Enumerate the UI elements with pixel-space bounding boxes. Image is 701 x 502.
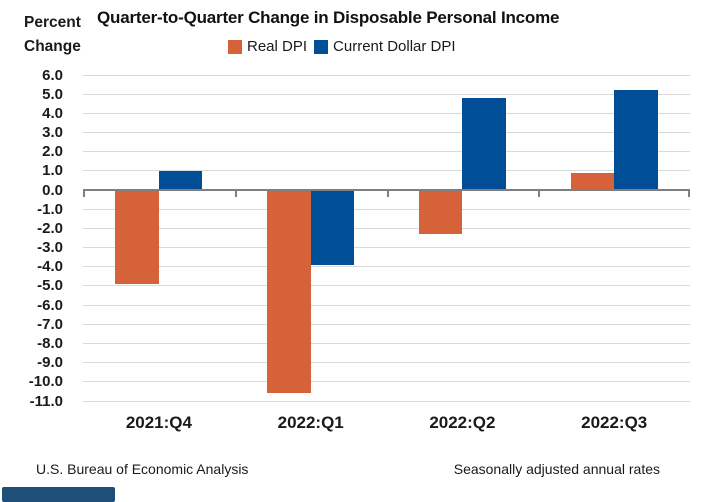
gridline <box>83 323 690 325</box>
bar-real-dpi-2022-q3 <box>570 172 615 191</box>
bar-current-dollar-dpi-2022-q3 <box>614 90 658 190</box>
gridline <box>83 381 690 383</box>
gridline <box>83 112 690 114</box>
legend-item-real-dpi: Real DPI <box>228 38 307 55</box>
gridline <box>83 400 690 402</box>
y-tick-label: -6.0 <box>37 296 63 314</box>
y-tick-label: 2.0 <box>42 143 63 161</box>
y-tick-label: -11.0 <box>29 392 63 410</box>
legend-item-current-dollar-dpi: Current Dollar DPI <box>314 38 456 55</box>
bar-current-dollar-dpi-2021-q4 <box>158 170 203 191</box>
bar-current-dollar-dpi-2022-q1 <box>310 190 355 265</box>
chart-title: Quarter-to-Quarter Change in Disposable … <box>97 8 560 27</box>
legend-swatch-current-dollar-dpi-icon <box>314 39 329 54</box>
y-tick-label: 1.0 <box>42 162 63 180</box>
y-tick-label: -4.0 <box>37 258 63 276</box>
x-axis-tick <box>83 190 85 198</box>
bar-real-dpi-2022-q2 <box>418 190 463 235</box>
legend-label: Real DPI <box>247 38 308 55</box>
y-axis-unit-label-line1: Percent <box>24 14 81 31</box>
gridline <box>83 285 690 287</box>
gridline <box>83 227 690 229</box>
gridline <box>83 266 690 268</box>
gridline <box>83 170 690 172</box>
gridline <box>83 343 690 344</box>
gridline <box>83 208 690 210</box>
gridline <box>83 74 690 76</box>
y-tick-label: 3.0 <box>42 124 63 141</box>
category-label-2022-q3: 2022:Q3 <box>581 413 648 432</box>
x-axis-tick <box>538 190 541 198</box>
x-axis-tick <box>234 190 237 198</box>
footer-source-text: U.S. Bureau of Economic Analysis <box>36 461 249 477</box>
gridline <box>83 132 690 133</box>
category-label-2022-q2: 2022:Q2 <box>429 413 496 432</box>
bar-real-dpi-2021-q4 <box>115 190 159 285</box>
y-tick-label: 4.0 <box>42 104 63 122</box>
footer-note-text: Seasonally adjusted annual rates <box>453 461 660 477</box>
gridline <box>83 304 690 306</box>
y-tick-label: -8.0 <box>37 335 63 352</box>
legend-swatch-real-dpi-icon <box>228 39 242 54</box>
y-tick-label: -2.0 <box>37 219 63 237</box>
category-label-2021-q4: 2021:Q4 <box>125 413 192 432</box>
y-tick-label: 0.0 <box>42 181 63 199</box>
plot-area <box>83 74 690 402</box>
y-axis-unit-label-line2: Change <box>24 38 81 55</box>
y-tick-label: -9.0 <box>37 354 63 372</box>
y-tick-label: -1.0 <box>37 200 63 218</box>
gridline <box>83 247 690 249</box>
y-axis-unit-label: Percent Change <box>24 11 81 59</box>
bar-real-dpi-2022-q1 <box>267 190 311 394</box>
category-label-2022-q1: 2022:Q1 <box>277 413 344 432</box>
x-axis-category-labels: 2021:Q4 2022:Q1 2022:Q2 2022:Q3 <box>83 413 690 435</box>
y-tick-label: 6.0 <box>42 66 63 84</box>
chart-legend: Real DPI Current Dollar DPI <box>228 38 456 55</box>
legend-label: Current Dollar DPI <box>333 38 456 55</box>
y-axis-tick-labels: 6.0 5.0 4.0 3.0 2.0 1.0 0.0 -1.0 -2.0 -3.0 -4.0 -5.… <box>0 67 63 410</box>
gridline <box>83 93 690 95</box>
y-tick-label: 5.0 <box>42 85 63 103</box>
gridline <box>83 151 690 153</box>
x-axis-tick <box>688 190 690 198</box>
y-tick-label: -10.0 <box>28 373 63 391</box>
y-tick-label: -3.0 <box>37 239 63 257</box>
bar-current-dollar-dpi-2022-q2 <box>462 98 506 190</box>
y-tick-label: -7.0 <box>37 315 63 333</box>
x-axis-tick <box>386 190 389 198</box>
footer-brand-bar <box>2 487 115 502</box>
gridline <box>83 362 690 364</box>
y-tick-label: -5.0 <box>37 277 63 295</box>
